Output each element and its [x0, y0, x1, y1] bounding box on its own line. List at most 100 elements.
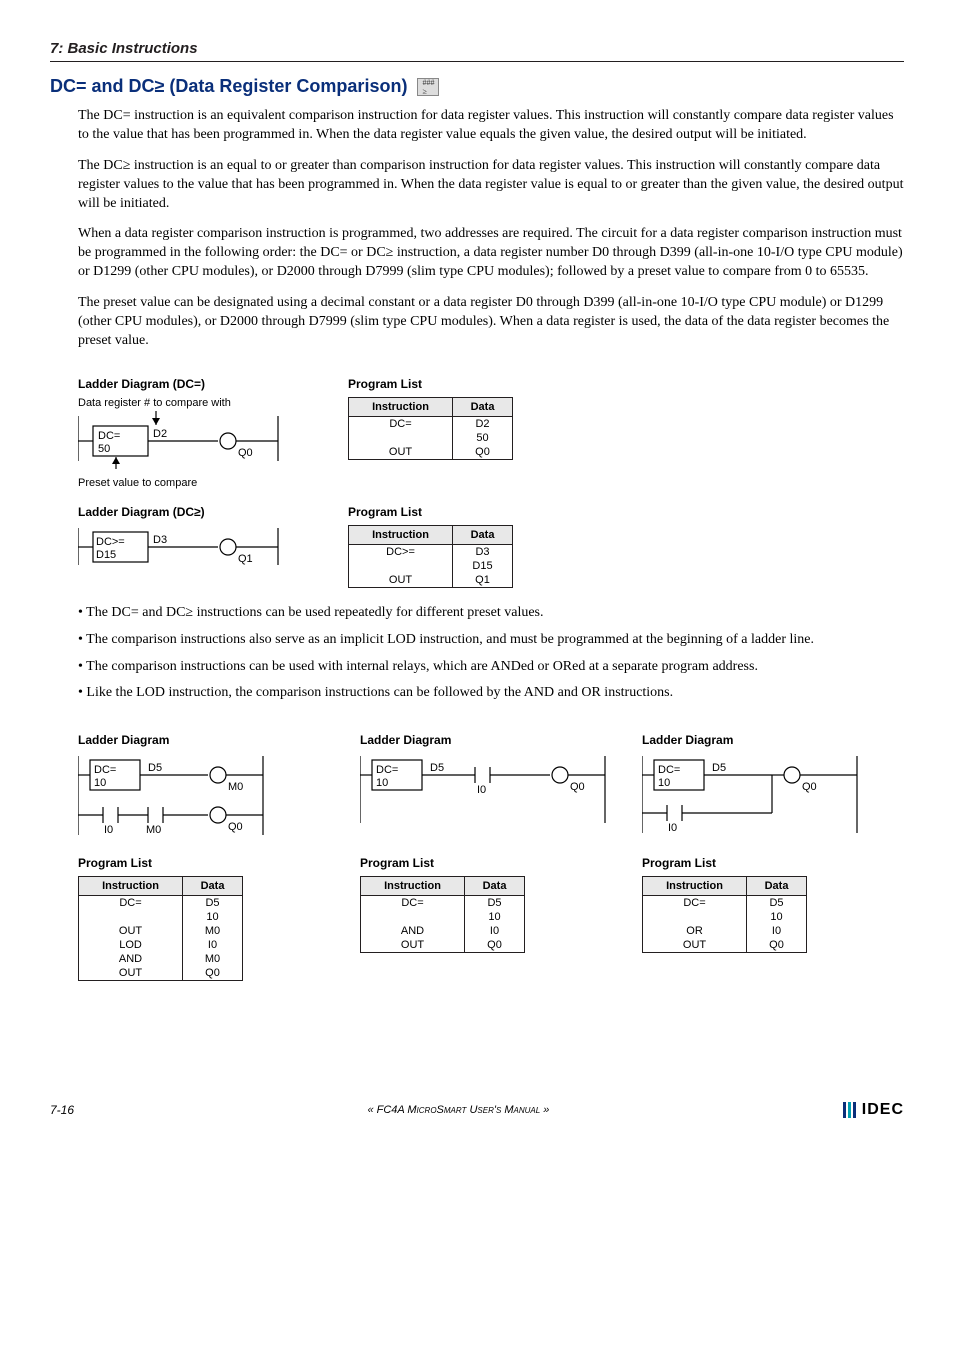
example-col-a: Ladder Diagram DC= 10 D5 M0 I0 M0 — [78, 719, 340, 981]
td: D2 — [453, 416, 513, 431]
plist-title: Program List — [360, 856, 622, 870]
td — [349, 431, 453, 445]
td: 10 — [465, 910, 525, 924]
td: I0 — [465, 924, 525, 938]
svg-text:I0: I0 — [104, 824, 113, 836]
td: OUT — [349, 445, 453, 460]
list-item: The comparison instructions can be used … — [78, 658, 904, 677]
svg-text:Q0: Q0 — [238, 447, 253, 459]
ladder-title: Ladder Diagram — [360, 733, 622, 747]
td: DC= — [349, 416, 453, 431]
th: Data — [453, 525, 513, 544]
td: D5 — [183, 896, 243, 911]
header-rule — [50, 61, 904, 62]
td: D5 — [747, 896, 807, 911]
dc-ge-row: Ladder Diagram (DC≥) DC>= D15 D3 Q1 Prog… — [50, 491, 904, 588]
list-item: The DC= and DC≥ instructions can be used… — [78, 604, 904, 623]
svg-text:M0: M0 — [146, 824, 161, 836]
svg-text:Q0: Q0 — [228, 821, 243, 833]
svg-text:D15: D15 — [96, 549, 116, 561]
page-number: 7-16 — [50, 1103, 74, 1117]
td: M0 — [183, 924, 243, 938]
logo-bars-icon — [843, 1102, 856, 1118]
th: Data — [747, 877, 807, 896]
svg-text:50: 50 — [98, 443, 110, 455]
svg-text:DC=: DC= — [98, 430, 120, 442]
td: DC>= — [349, 544, 453, 559]
plist-title: Program List — [642, 856, 904, 870]
td: 10 — [183, 910, 243, 924]
paragraph: The preset value can be designated using… — [78, 294, 904, 351]
td: 50 — [453, 431, 513, 445]
examples-row: Ladder Diagram DC= 10 D5 M0 I0 M0 — [78, 719, 904, 981]
td: D15 — [453, 559, 513, 573]
list-item: Like the LOD instruction, the comparison… — [78, 684, 904, 703]
th: Instruction — [349, 397, 453, 416]
td: AND — [361, 924, 465, 938]
svg-text:D5: D5 — [712, 762, 726, 774]
ladder-title: Ladder Diagram (DC≥) — [78, 505, 288, 519]
td: LOD — [79, 938, 183, 952]
td — [643, 910, 747, 924]
td: DC= — [79, 896, 183, 911]
td: Q0 — [183, 966, 243, 981]
td — [349, 559, 453, 573]
svg-text:DC>=: DC>= — [96, 536, 125, 548]
td: OUT — [349, 573, 453, 588]
svg-text:DC=: DC= — [94, 764, 116, 776]
ladder-title: Ladder Diagram (DC=) — [78, 377, 288, 391]
td: D5 — [465, 896, 525, 911]
list-item: The comparison instructions also serve a… — [78, 631, 904, 650]
svg-text:D3: D3 — [153, 534, 167, 546]
td: OR — [643, 924, 747, 938]
svg-text:DC=: DC= — [376, 764, 398, 776]
paragraph: The DC≥ instruction is an equal to or gr… — [78, 157, 904, 214]
section-header: 7: Basic Instructions — [50, 40, 904, 57]
ladder-title: Ladder Diagram — [642, 733, 904, 747]
th: Data — [465, 877, 525, 896]
plist-table: InstructionData DC=D5 10 OUTM0 LODI0 AND… — [78, 876, 243, 981]
top-note: Data register # to compare with — [78, 397, 288, 409]
svg-text:Q0: Q0 — [802, 781, 817, 793]
svg-text:10: 10 — [94, 777, 106, 789]
th: Data — [183, 877, 243, 896]
td: OUT — [79, 924, 183, 938]
paragraph: When a data register comparison instruct… — [78, 225, 904, 282]
ladder-title: Ladder Diagram — [78, 733, 340, 747]
svg-text:I0: I0 — [477, 784, 486, 796]
svg-text:D2: D2 — [153, 428, 167, 440]
example-col-b: Ladder Diagram DC= 10 D5 I0 Q0 Program L… — [360, 719, 622, 981]
svg-text:I0: I0 — [668, 822, 677, 834]
plist-table: InstructionData DC=D5 10 ORI0 OUTQ0 — [642, 876, 807, 953]
plist-title: Program List — [348, 377, 513, 391]
bottom-note: Preset value to compare — [78, 477, 288, 489]
ladder-dc-ge: DC>= D15 D3 Q1 — [78, 525, 288, 570]
ladder-dc-eq: DC= 50 D2 Q0 — [78, 411, 288, 481]
td: OUT — [79, 966, 183, 981]
svg-text:Q1: Q1 — [238, 553, 253, 565]
plist-table: InstructionData DC>=D3 D15 OUTQ1 — [348, 525, 513, 588]
notes-list: The DC= and DC≥ instructions can be used… — [78, 604, 904, 704]
example-col-c: Ladder Diagram DC= 10 D5 Q0 I0 Pr — [642, 719, 904, 981]
plist-title: Program List — [78, 856, 340, 870]
svg-text:D5: D5 — [148, 762, 162, 774]
td — [79, 910, 183, 924]
td: AND — [79, 952, 183, 966]
paragraph: The DC= instruction is an equivalent com… — [78, 107, 904, 145]
td: Q0 — [465, 938, 525, 953]
td: Q0 — [453, 445, 513, 460]
td: I0 — [183, 938, 243, 952]
td: OUT — [361, 938, 465, 953]
ladder-b: DC= 10 D5 I0 Q0 — [360, 753, 610, 838]
td: 10 — [747, 910, 807, 924]
section-number: 7: Basic Instructions — [50, 40, 198, 57]
th: Instruction — [349, 525, 453, 544]
td: OUT — [643, 938, 747, 953]
svg-text:DC=: DC= — [658, 764, 680, 776]
title-row: DC= and DC≥ (Data Register Comparison) #… — [50, 76, 904, 97]
td: I0 — [747, 924, 807, 938]
td: Q0 — [747, 938, 807, 953]
td — [361, 910, 465, 924]
comparison-icon: ###≥ — [417, 78, 439, 96]
brand-text: IDEC — [862, 1101, 904, 1119]
